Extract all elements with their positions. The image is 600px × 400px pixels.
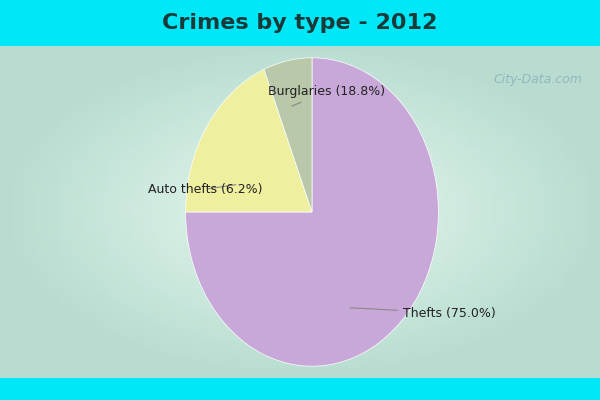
Text: Auto thefts (6.2%): Auto thefts (6.2%) xyxy=(148,183,262,196)
Wedge shape xyxy=(185,58,439,366)
Text: Burglaries (18.8%): Burglaries (18.8%) xyxy=(268,86,385,106)
Wedge shape xyxy=(264,58,312,212)
Text: City-Data.com: City-Data.com xyxy=(493,72,582,86)
Text: Crimes by type - 2012: Crimes by type - 2012 xyxy=(163,13,437,33)
Text: Thefts (75.0%): Thefts (75.0%) xyxy=(350,307,496,320)
Wedge shape xyxy=(185,69,312,212)
